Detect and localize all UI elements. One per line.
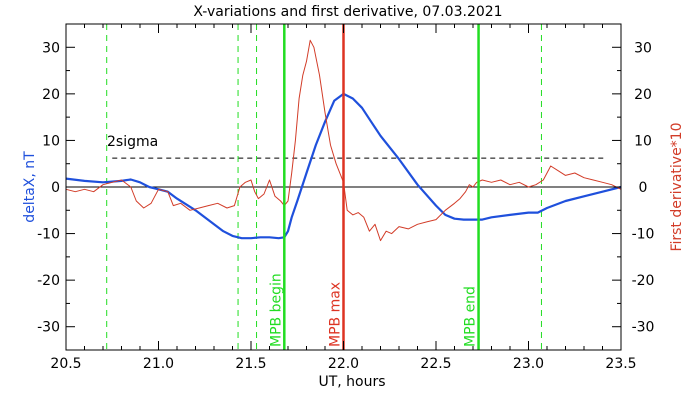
y-tick-label-left: 0	[51, 180, 60, 196]
axes: 20.5 21.0 21.5 22.0 22.5 23.0 23.5 30 30 20 20 10 10…	[37, 23, 655, 372]
y-tick-label-right: 10	[634, 133, 652, 149]
x-tick-label: 23.0	[513, 356, 544, 372]
y-axis-label-left: deltaX, nT	[22, 151, 38, 223]
y-tick-label-left: -10	[37, 227, 60, 243]
y-tick-label-right: -20	[632, 273, 655, 289]
y-tick-label-left: -20	[37, 273, 60, 289]
x-axis-label: UT, hours	[318, 374, 385, 390]
x-tick-label: 21.5	[235, 356, 266, 372]
mpb-marker-label: MPB max	[328, 282, 344, 347]
y-tick-label-right: 30	[634, 40, 652, 56]
x-tick-label: 20.5	[50, 356, 81, 372]
x-tick-label: 22.0	[328, 356, 359, 372]
mpb-markers: MPB begin MPB max MPB end	[268, 24, 480, 350]
y-tick-label-left: 10	[42, 133, 60, 149]
y-tick-label-right: -10	[632, 227, 655, 243]
x-tick-label: 23.5	[605, 356, 636, 372]
y-tick-label-right: 20	[634, 87, 652, 103]
y-tick-label-left: -30	[37, 320, 60, 336]
y-tick-label-left: 30	[42, 40, 60, 56]
y-tick-label-right: -30	[632, 320, 655, 336]
chart-title: X-variations and first derivative, 07.03…	[193, 4, 502, 20]
x-tick-label: 22.5	[420, 356, 451, 372]
sigma-label: 2sigma	[107, 134, 158, 150]
mpb-marker-label: MPB begin	[268, 273, 284, 347]
mpb-marker-label: MPB end	[463, 286, 479, 347]
series-line-derivative	[65, 39, 622, 242]
y-tick-label-right: 0	[639, 180, 648, 196]
y-axis-label-right: First derivative*10	[669, 122, 685, 251]
y-tick-label-left: 20	[42, 87, 60, 103]
series-lines	[65, 39, 622, 242]
x-tick-label: 21.0	[143, 356, 174, 372]
